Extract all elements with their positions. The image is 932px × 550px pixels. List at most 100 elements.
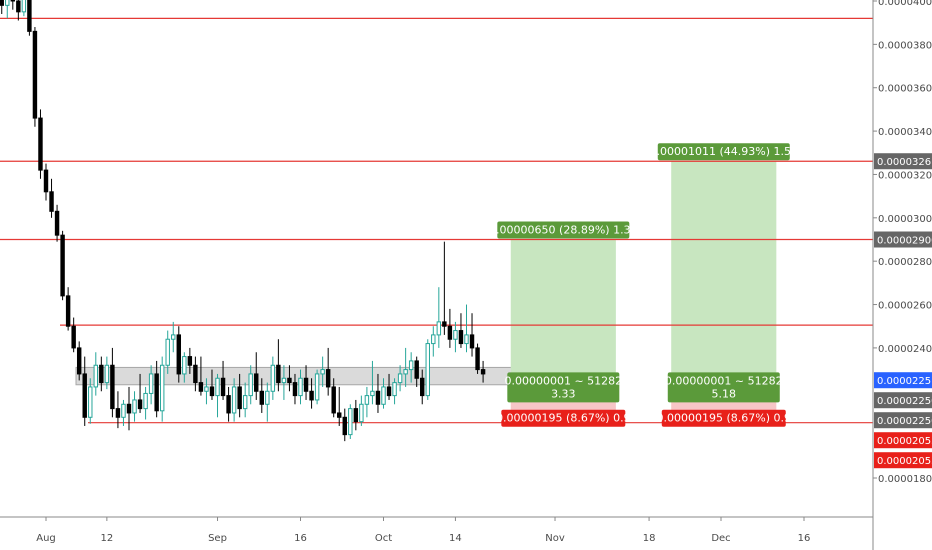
price-tag <box>874 452 932 469</box>
x-tick-label: Oct <box>375 533 392 544</box>
candle-up <box>403 369 408 375</box>
candle-up <box>436 321 442 336</box>
candle-up <box>21 0 27 13</box>
target-label: 0.00000650 (28.89%) 1.33 <box>489 224 638 237</box>
stop-label: 0.00000195 (8.67%) 0.9 <box>657 412 792 425</box>
candle-up <box>132 399 137 414</box>
candle-up <box>348 408 353 436</box>
target-label-box <box>497 221 630 239</box>
stop-label-box <box>661 409 786 427</box>
candle-up <box>270 364 276 392</box>
candle-down <box>337 412 342 418</box>
price-tag <box>874 231 932 248</box>
candle-down <box>303 377 309 392</box>
candle-down <box>237 386 242 410</box>
candle-down <box>469 334 475 349</box>
x-tick-label: 16 <box>798 533 811 544</box>
candle-up <box>204 386 209 392</box>
entry-label-box <box>507 372 620 403</box>
candle-up <box>265 390 270 405</box>
candle-down <box>126 403 132 414</box>
candle-down <box>414 360 419 379</box>
candles-layer <box>0 0 486 442</box>
candle-up <box>248 373 253 397</box>
candle-down <box>325 369 331 388</box>
candle-up <box>381 386 386 405</box>
candle-down <box>38 117 43 171</box>
candle-down <box>331 386 336 414</box>
candle-down <box>254 373 259 392</box>
x-tick-label: Dec <box>711 533 730 544</box>
candle-up <box>143 392 148 410</box>
entry-label-line2: 5.18 <box>712 387 737 400</box>
stop-label: 0.00000195 (8.67%) 0.9 <box>496 412 631 425</box>
candle-down <box>276 364 281 384</box>
candle-up <box>425 343 430 397</box>
x-tick-label: Nov <box>545 533 565 544</box>
candle-down <box>209 386 215 397</box>
candle-down <box>342 416 347 436</box>
price-tag-label: 0.00002055 <box>877 456 932 467</box>
candle-up <box>431 334 436 345</box>
candle-down <box>309 390 314 401</box>
candle-up <box>182 356 187 375</box>
price-tag-label: 0.00002251 <box>877 376 932 387</box>
profit-zone <box>510 239 616 381</box>
x-tick-label: Sep <box>208 533 227 544</box>
candle-down <box>99 364 104 384</box>
x-tick-label: 14 <box>449 533 462 544</box>
target-label-box <box>657 143 790 161</box>
candle-up <box>148 373 154 394</box>
candle-down <box>71 325 76 349</box>
candle-up <box>281 377 287 384</box>
candle-up <box>408 360 414 371</box>
entry-label-line2: 3.33 <box>551 387 576 400</box>
candle-down <box>259 390 264 405</box>
candle-down <box>32 30 38 119</box>
candle-down <box>49 191 54 212</box>
candle-down <box>442 321 447 327</box>
candle-down <box>0 0 4 6</box>
candle-up <box>359 403 364 423</box>
price-tag-label: 0.00003261 <box>877 157 932 168</box>
candle-up <box>370 390 375 397</box>
candle-up <box>392 382 397 397</box>
candle-down <box>220 377 226 397</box>
stop-label-box <box>501 409 626 427</box>
candle-up <box>397 373 403 384</box>
profit-zone <box>671 161 777 381</box>
candle-down <box>287 377 292 384</box>
candle-down <box>187 356 193 366</box>
candle-down <box>176 334 182 375</box>
position-labels-layer: 0.00000650 (28.89%) 1.33 0.00000001 ~ 512… <box>489 143 798 427</box>
x-tick-label: 18 <box>643 533 656 544</box>
candle-down <box>292 382 298 397</box>
y-tick-label: 0.00001800 <box>878 474 932 485</box>
candle-down <box>447 325 453 340</box>
candle-down <box>76 347 82 375</box>
price-tag <box>874 412 932 429</box>
candle-down <box>60 234 65 297</box>
candle-up <box>364 395 370 405</box>
x-tick-label: 16 <box>294 533 307 544</box>
entry-label-line1: 0.00000001 ~ 51282 <box>504 374 622 387</box>
candle-down <box>198 382 204 392</box>
candle-down <box>353 408 359 423</box>
price-tag-label: 0.00002250 <box>877 416 932 427</box>
time-axis-panel <box>0 517 873 550</box>
price-tag <box>874 392 932 409</box>
candle-up <box>231 386 237 414</box>
price-tag-label: 0.00002250 <box>877 396 932 407</box>
candle-up <box>88 386 93 418</box>
candle-down <box>65 295 71 327</box>
candle-down <box>420 377 425 397</box>
candle-up <box>121 403 126 418</box>
